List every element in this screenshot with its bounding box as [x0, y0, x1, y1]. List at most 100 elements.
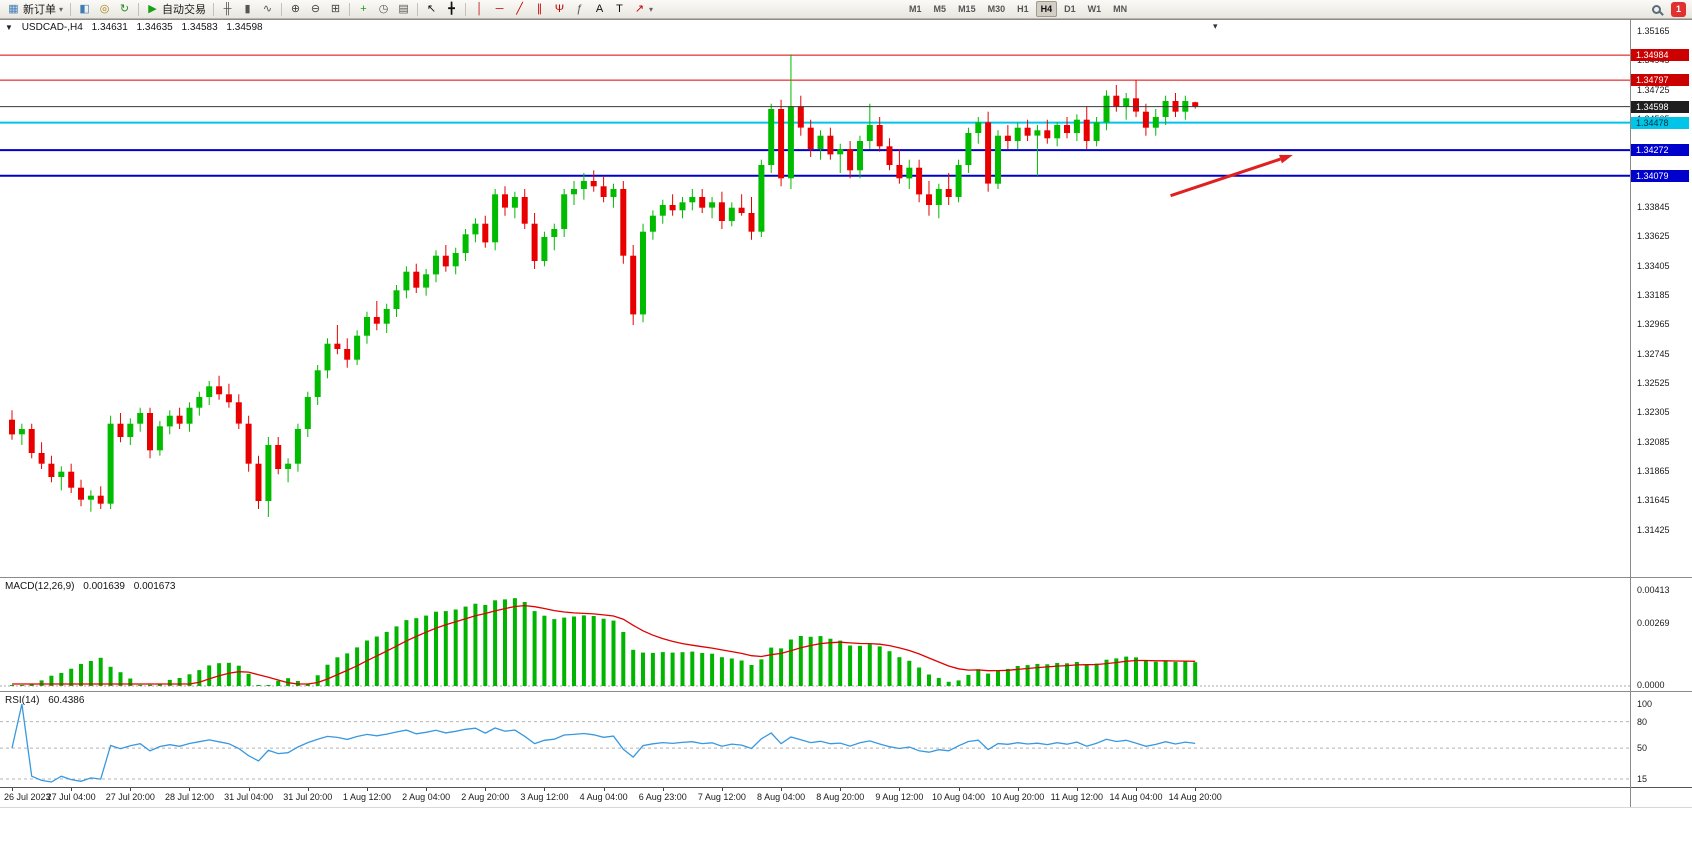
- new-order-button[interactable]: ▦ 新订单 ▾: [4, 1, 66, 18]
- macd-histogram-bar: [177, 678, 182, 686]
- tf-button-D1[interactable]: D1: [1064, 4, 1076, 14]
- macd-histogram-bar: [443, 611, 448, 686]
- bullish-candle: [728, 207, 735, 221]
- macd-histogram-bar: [39, 680, 44, 686]
- crosshair-button[interactable]: ╋: [442, 1, 461, 18]
- macd-plot-svg[interactable]: [0, 578, 1630, 691]
- rsi-plot-svg[interactable]: [0, 692, 1630, 787]
- macd-histogram-bar: [473, 603, 478, 686]
- notification-badge[interactable]: 1: [1671, 1, 1686, 17]
- charts-button[interactable]: ◧: [75, 1, 94, 18]
- tf-button-M30[interactable]: M30: [987, 4, 1006, 14]
- tf-button-H4[interactable]: H4: [1035, 1, 1058, 17]
- candlestick-icon: ▮: [244, 3, 251, 15]
- tf-button-M1[interactable]: M1: [909, 4, 922, 14]
- trend-arrow-object[interactable]: [1170, 157, 1281, 198]
- search-button[interactable]: [1647, 1, 1665, 18]
- bearish-candle: [945, 189, 952, 197]
- macd-histogram-bar: [848, 645, 853, 686]
- templates-button[interactable]: ▤: [394, 1, 413, 18]
- bullish-candle: [156, 426, 163, 451]
- zoom-out-button[interactable]: ⊖: [306, 1, 325, 18]
- macd-histogram-bar: [897, 657, 902, 686]
- bearish-candle: [1113, 95, 1120, 107]
- price-scale[interactable]: 1.351651.349451.347251.345051.342851.340…: [1631, 0, 1692, 848]
- time-axis-tick: [899, 788, 901, 791]
- macd-histogram-bar: [453, 609, 458, 686]
- bullish-candle: [640, 231, 646, 315]
- one-click-caret-icon[interactable]: ▼: [5, 23, 13, 32]
- panel-divider-macd: [0, 577, 1692, 578]
- bearish-candle: [28, 429, 35, 453]
- bearish-candle: [117, 423, 124, 437]
- macd-histogram-bar: [148, 684, 152, 686]
- tf-button-MN[interactable]: MN: [1113, 4, 1128, 14]
- profiles-button[interactable]: ◎: [95, 1, 114, 18]
- macd-histogram-bar: [749, 665, 754, 686]
- bearish-candle: [176, 415, 183, 424]
- pitchfork-button[interactable]: Ψ: [550, 1, 569, 18]
- toolbar-separator: [138, 2, 140, 16]
- bullish-candle: [423, 274, 430, 288]
- vertical-line-button[interactable]: │: [470, 1, 489, 18]
- cursor-button[interactable]: ↖: [422, 1, 441, 18]
- horizontal-line-button[interactable]: ─: [490, 1, 509, 18]
- autotrading-button[interactable]: ▶ 自动交易: [143, 1, 209, 18]
- price-axis-label: 1.32745: [1637, 348, 1670, 359]
- macd-histogram-bar: [631, 649, 636, 686]
- bearish-candle: [876, 125, 883, 147]
- bearish-candle: [620, 189, 627, 256]
- zoom-in-button[interactable]: ⊕: [286, 1, 305, 18]
- refresh-button[interactable]: ↻: [115, 1, 134, 18]
- bullish-candle: [403, 271, 410, 291]
- trend-arrow-head[interactable]: [1279, 154, 1293, 164]
- price-axis-label: 1.35165: [1637, 26, 1670, 36]
- macd-histogram-bar: [1005, 668, 1010, 686]
- toolbar-separator: [465, 2, 467, 16]
- label-button[interactable]: T: [610, 1, 629, 18]
- arrows-button[interactable]: ↗ ▾: [630, 1, 656, 18]
- bullish-candle: [196, 397, 203, 408]
- autotrading-play-icon: ▶: [148, 3, 157, 15]
- macd-histogram-bar: [276, 680, 281, 686]
- tf-button-H1[interactable]: H1: [1017, 4, 1029, 14]
- candle-chart-button[interactable]: ▮: [238, 1, 257, 18]
- macd-histogram-bar: [365, 640, 369, 686]
- price-badge: 1.34984: [1631, 49, 1689, 62]
- bar-chart-button[interactable]: ╫: [218, 1, 237, 18]
- indicators-button[interactable]: +: [354, 1, 373, 18]
- bullish-candle: [1034, 130, 1041, 136]
- tf-button-W1[interactable]: W1: [1087, 4, 1102, 14]
- panel-divider-axis: [0, 787, 1692, 788]
- bearish-candle: [718, 202, 725, 221]
- trendline-button[interactable]: ╱: [510, 1, 529, 18]
- timeframe-group: M1 M5 M15 M30 H1 H4 D1 W1 MN: [904, 1, 1132, 17]
- time-axis-label: 6 Aug 23:00: [638, 792, 687, 802]
- macd-histogram-bar: [976, 669, 981, 686]
- tile-windows-button[interactable]: ⊞: [326, 1, 345, 18]
- line-chart-button[interactable]: ∿: [258, 1, 277, 18]
- macd-histogram-bar: [936, 677, 941, 686]
- macd-histogram-bar: [641, 652, 645, 686]
- fibonacci-button[interactable]: ƒ: [570, 1, 589, 18]
- bearish-candle: [1024, 127, 1031, 136]
- macd-histogram-bar: [49, 675, 54, 686]
- bearish-candle: [38, 453, 45, 464]
- rsi-name-label: RSI(14): [5, 695, 40, 706]
- periods-button[interactable]: ◷: [374, 1, 393, 18]
- channel-button[interactable]: ∥: [530, 1, 549, 18]
- macd-histogram-bar: [414, 618, 419, 686]
- macd-histogram-bar: [867, 644, 872, 686]
- main-plot-svg[interactable]: [0, 19, 1630, 577]
- macd-histogram-bar: [700, 653, 705, 686]
- bearish-candle: [1192, 102, 1199, 107]
- chart-shift-marker-icon[interactable]: ▾: [1213, 21, 1218, 31]
- bullish-candle: [1014, 127, 1021, 141]
- tf-button-M15[interactable]: M15: [958, 4, 976, 14]
- time-axis[interactable]: 26 Jul 2023 27 Jul 04:00 27 Jul 20:00 28 Ju…: [0, 788, 1630, 807]
- symbol-period-label: USDCAD-,H4: [21, 22, 83, 33]
- close-value: 1.34598: [226, 22, 263, 33]
- tf-button-M5[interactable]: M5: [933, 4, 947, 14]
- text-button[interactable]: A: [590, 1, 609, 18]
